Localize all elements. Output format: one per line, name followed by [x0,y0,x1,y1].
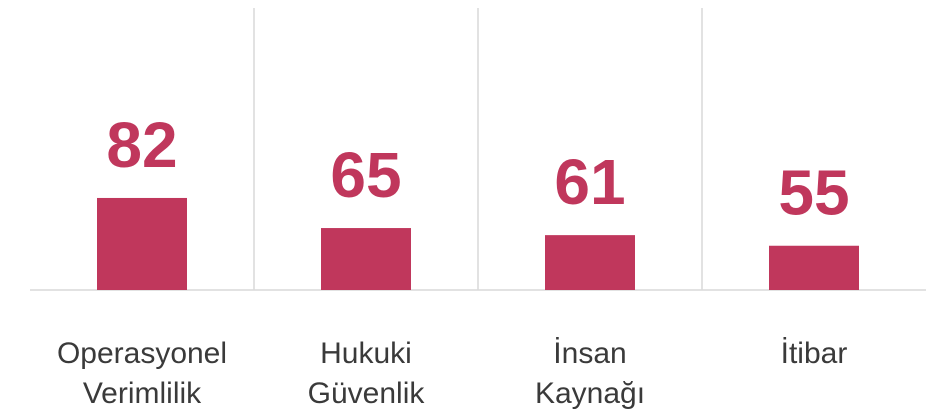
x-tick-label: İnsan Kaynağı [535,337,645,410]
bar [321,228,411,290]
x-tick-label: Hukuki Güvenlik [308,337,426,410]
value-label: 61 [554,146,625,218]
x-tick-label: Operasyonel Verimlilik [57,337,227,410]
value-label: 55 [778,157,849,229]
bar [97,197,187,290]
x-tick-label: İtibar [781,337,848,370]
bar [545,235,635,290]
value-label: 82 [106,109,177,181]
value-label: 65 [330,139,401,211]
bar [769,245,859,290]
